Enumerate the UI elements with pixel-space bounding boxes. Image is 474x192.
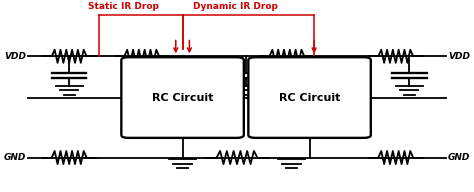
Text: GND: GND: [448, 153, 470, 162]
Text: GND: GND: [4, 153, 26, 162]
Text: Dynamic IR Drop: Dynamic IR Drop: [193, 2, 278, 11]
Text: VDD: VDD: [448, 52, 470, 61]
FancyBboxPatch shape: [121, 57, 244, 138]
FancyBboxPatch shape: [248, 57, 371, 138]
Text: RC Circuit: RC Circuit: [279, 93, 340, 103]
Text: RC Circuit: RC Circuit: [152, 93, 213, 103]
Text: VDD: VDD: [4, 52, 26, 61]
Text: Static IR Drop: Static IR Drop: [88, 2, 159, 11]
